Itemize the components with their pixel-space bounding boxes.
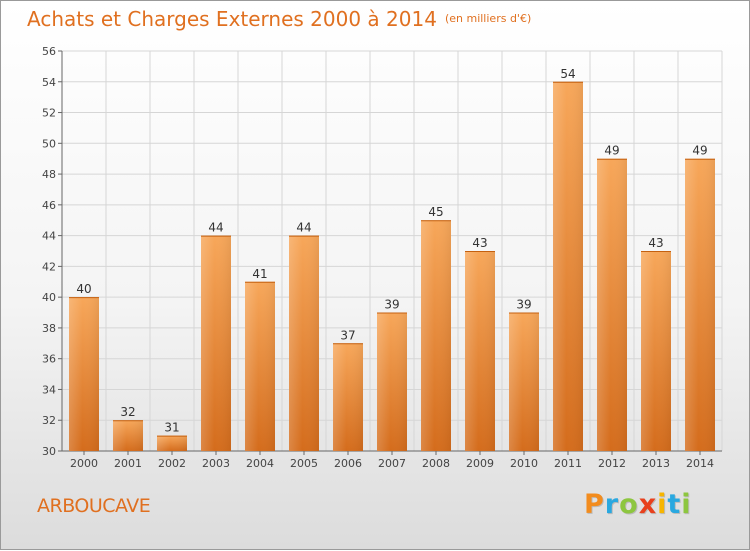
x-tick-label: 2010: [510, 457, 538, 470]
y-tick-label: 40: [42, 291, 56, 304]
data-label: 44: [208, 221, 223, 235]
y-tick-label: 56: [42, 45, 56, 58]
x-tick-label: 2013: [642, 457, 670, 470]
data-label: 43: [472, 236, 487, 250]
y-tick-label: 50: [42, 137, 56, 150]
logo-letter: t: [667, 489, 682, 520]
x-tick-label: 2001: [114, 457, 142, 470]
logo-letter: P: [584, 489, 605, 520]
x-tick-label: 2007: [378, 457, 406, 470]
axes: 30 32 34 36 38 40 42 44 46 48 50 52 54 56 2000 2001 2002…: [42, 45, 722, 470]
chart-subtitle: (en milliers d'€): [444, 12, 532, 25]
bar-shading: [685, 158, 715, 451]
y-tick-label: 30: [42, 445, 56, 458]
y-tick-label: 48: [42, 168, 56, 181]
x-tick-label: 2008: [422, 457, 450, 470]
y-tick-label: 32: [42, 414, 56, 427]
bar-shading: [245, 281, 275, 451]
bar-shading: [157, 435, 187, 451]
y-tick-label: 42: [42, 260, 56, 273]
bars: [69, 81, 715, 452]
bar-shading: [465, 251, 495, 451]
data-label: 43: [648, 236, 663, 250]
bar-shading: [69, 297, 99, 451]
y-tick-label: 52: [42, 107, 56, 120]
y-tick-label: 46: [42, 199, 56, 212]
y-tick-label: 54: [42, 76, 56, 89]
data-label: 54: [560, 67, 575, 81]
x-tick-label: 2005: [290, 457, 318, 470]
data-label: 49: [692, 144, 707, 158]
data-label: 37: [340, 328, 355, 342]
bar-shading: [641, 251, 671, 451]
bar-shading: [509, 312, 539, 451]
logo-letter: x: [638, 489, 658, 520]
data-label: 41: [252, 267, 267, 281]
bar-shading: [289, 235, 319, 451]
logo-letter: o: [619, 489, 639, 520]
bar-shading: [597, 158, 627, 451]
x-tick-label: 2014: [686, 457, 714, 470]
x-tick-label: 2009: [466, 457, 494, 470]
bar-shading: [377, 312, 407, 451]
data-label: 40: [76, 282, 91, 296]
chart-title-block: Achats et Charges Externes 2000 à 2014 (e…: [27, 7, 531, 31]
bar-shading: [113, 420, 143, 451]
x-tick-label: 2000: [70, 457, 98, 470]
data-label: 31: [164, 421, 179, 435]
x-tick-label: 2002: [158, 457, 186, 470]
x-tick-label: 2004: [246, 457, 274, 470]
logo-letter: r: [604, 489, 620, 520]
commune-name: ARBOUCAVE: [37, 495, 151, 517]
bar-shading: [201, 235, 231, 451]
x-tick-label: 2011: [554, 457, 582, 470]
y-tick-label: 44: [42, 230, 56, 243]
x-tick-label: 2006: [334, 457, 362, 470]
logo-letter: i: [657, 489, 668, 520]
bar-shading: [333, 343, 363, 451]
data-labels: 40 32 31 44 41 44 37 39 45 43 39 54 49 43 49: [76, 67, 707, 435]
bar-shading: [553, 81, 583, 452]
x-tick-label: 2003: [202, 457, 230, 470]
data-label: 49: [604, 144, 619, 158]
x-tick-label: 2012: [598, 457, 626, 470]
data-label: 39: [516, 298, 531, 312]
data-label: 45: [428, 205, 443, 219]
bar-shading: [421, 220, 451, 451]
y-tick-label: 36: [42, 353, 56, 366]
y-tick-label: 34: [42, 383, 56, 396]
data-label: 44: [296, 221, 311, 235]
data-label: 32: [120, 405, 135, 419]
logo-letter: i: [681, 489, 692, 520]
data-label: 39: [384, 298, 399, 312]
chart-title: Achats et Charges Externes 2000 à 2014: [27, 7, 437, 31]
proxiti-logo[interactable]: Proxiti: [584, 489, 692, 520]
y-tick-label: 38: [42, 322, 56, 335]
